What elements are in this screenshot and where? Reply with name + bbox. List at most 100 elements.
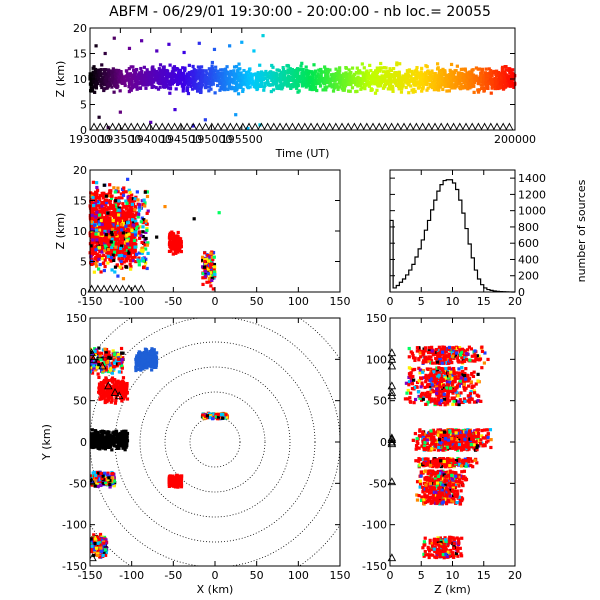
time-height-point [447,81,451,85]
time-height-point [198,74,202,78]
plan-view-point [90,433,93,437]
time-height-point [486,84,490,88]
x-height-point [130,246,134,250]
time-height-point [428,78,432,82]
plan-view-point [100,397,104,401]
time-height-point [163,80,167,84]
time-height-point [440,75,444,79]
time-height-point [103,87,107,91]
plan-view-point [95,358,99,362]
time-height-xtick-label: 193000 [69,133,111,146]
x-height-point [212,265,217,269]
time-height-point [510,68,515,72]
ground-station-marker [106,284,115,293]
time-height-point [98,70,102,74]
x-height-point [103,244,107,248]
time-height-point [227,76,231,80]
time-height-point [486,86,490,90]
time-height-point [401,82,405,86]
x-height-point [135,211,139,215]
time-height-point [444,76,448,81]
time-height-point [362,82,366,87]
x-height-point [163,205,167,209]
plan-view-point [109,435,113,439]
time-height-point [290,68,294,72]
time-height-point [482,89,486,93]
time-height-point [225,77,229,81]
time-height-point [313,69,318,73]
x-height-point [107,232,111,236]
time-height-point [280,70,284,75]
time-height-point [92,85,96,89]
x-height-point [117,199,121,203]
time-height-point [213,91,217,95]
time-height-point [183,67,187,71]
time-height-point [133,84,137,89]
time-height-point [195,89,200,93]
x-height-point [123,214,127,218]
time-height-point [335,72,339,76]
time-height-point [308,77,312,81]
x-height-point [112,240,116,245]
plan-view-point [90,359,94,363]
x-height-point [133,233,138,237]
time-height-point [183,81,187,85]
time-height-point [138,71,142,75]
time-height-point [109,83,113,87]
x-height-point [203,258,207,262]
x-height-point [111,204,116,208]
x-height-point [210,255,214,259]
plan-view-point [115,435,119,439]
plan-view-point [100,431,104,435]
x-height-point [124,205,128,209]
time-height-point [242,68,246,73]
x-height-point [172,235,176,239]
plan-view-point [110,362,114,366]
x-height-point [134,252,139,257]
time-height-point [198,90,203,95]
plan-view-point [124,432,129,436]
x-height-point [89,220,94,224]
time-height-point [314,74,318,78]
time-height-point [463,76,467,80]
time-height-point [224,69,228,73]
x-height-point [101,193,105,197]
x-height-point [94,208,99,212]
x-height-point [120,244,124,248]
time-height-point [148,71,152,75]
x-height-point [120,254,124,258]
x-height-point [124,207,129,211]
time-height-point [404,85,408,90]
x-height-point [130,255,135,260]
plan-view-point [90,370,92,374]
time-height-point [133,79,138,83]
time-height-point [190,87,195,91]
x-height-point [102,253,106,257]
time-height-point [437,81,441,85]
time-height-point [490,77,494,81]
time-height-point [369,74,374,78]
plan-view-point [123,431,127,435]
time-height-point [150,85,154,89]
x-height-point [116,224,120,229]
time-height-point [212,47,217,52]
x-height-point [104,194,108,198]
ground-station-marker [269,122,279,131]
time-height-point [118,110,122,114]
ground-station-marker [99,284,109,293]
time-height-point [464,78,468,83]
plan-view-point [96,354,101,359]
time-height-point [235,76,239,80]
x-height-point [121,277,126,281]
x-height-point [119,215,123,220]
x-height-point [201,276,205,280]
ground-station-marker [112,284,121,293]
ground-station-marker [263,122,272,131]
ground-station-marker [114,122,124,131]
time-height-point [242,78,246,82]
time-height-point [483,71,488,75]
plan-view-point [110,398,114,403]
time-height-point [512,85,516,89]
x-height-point [99,218,104,223]
x-height-point [201,272,205,276]
